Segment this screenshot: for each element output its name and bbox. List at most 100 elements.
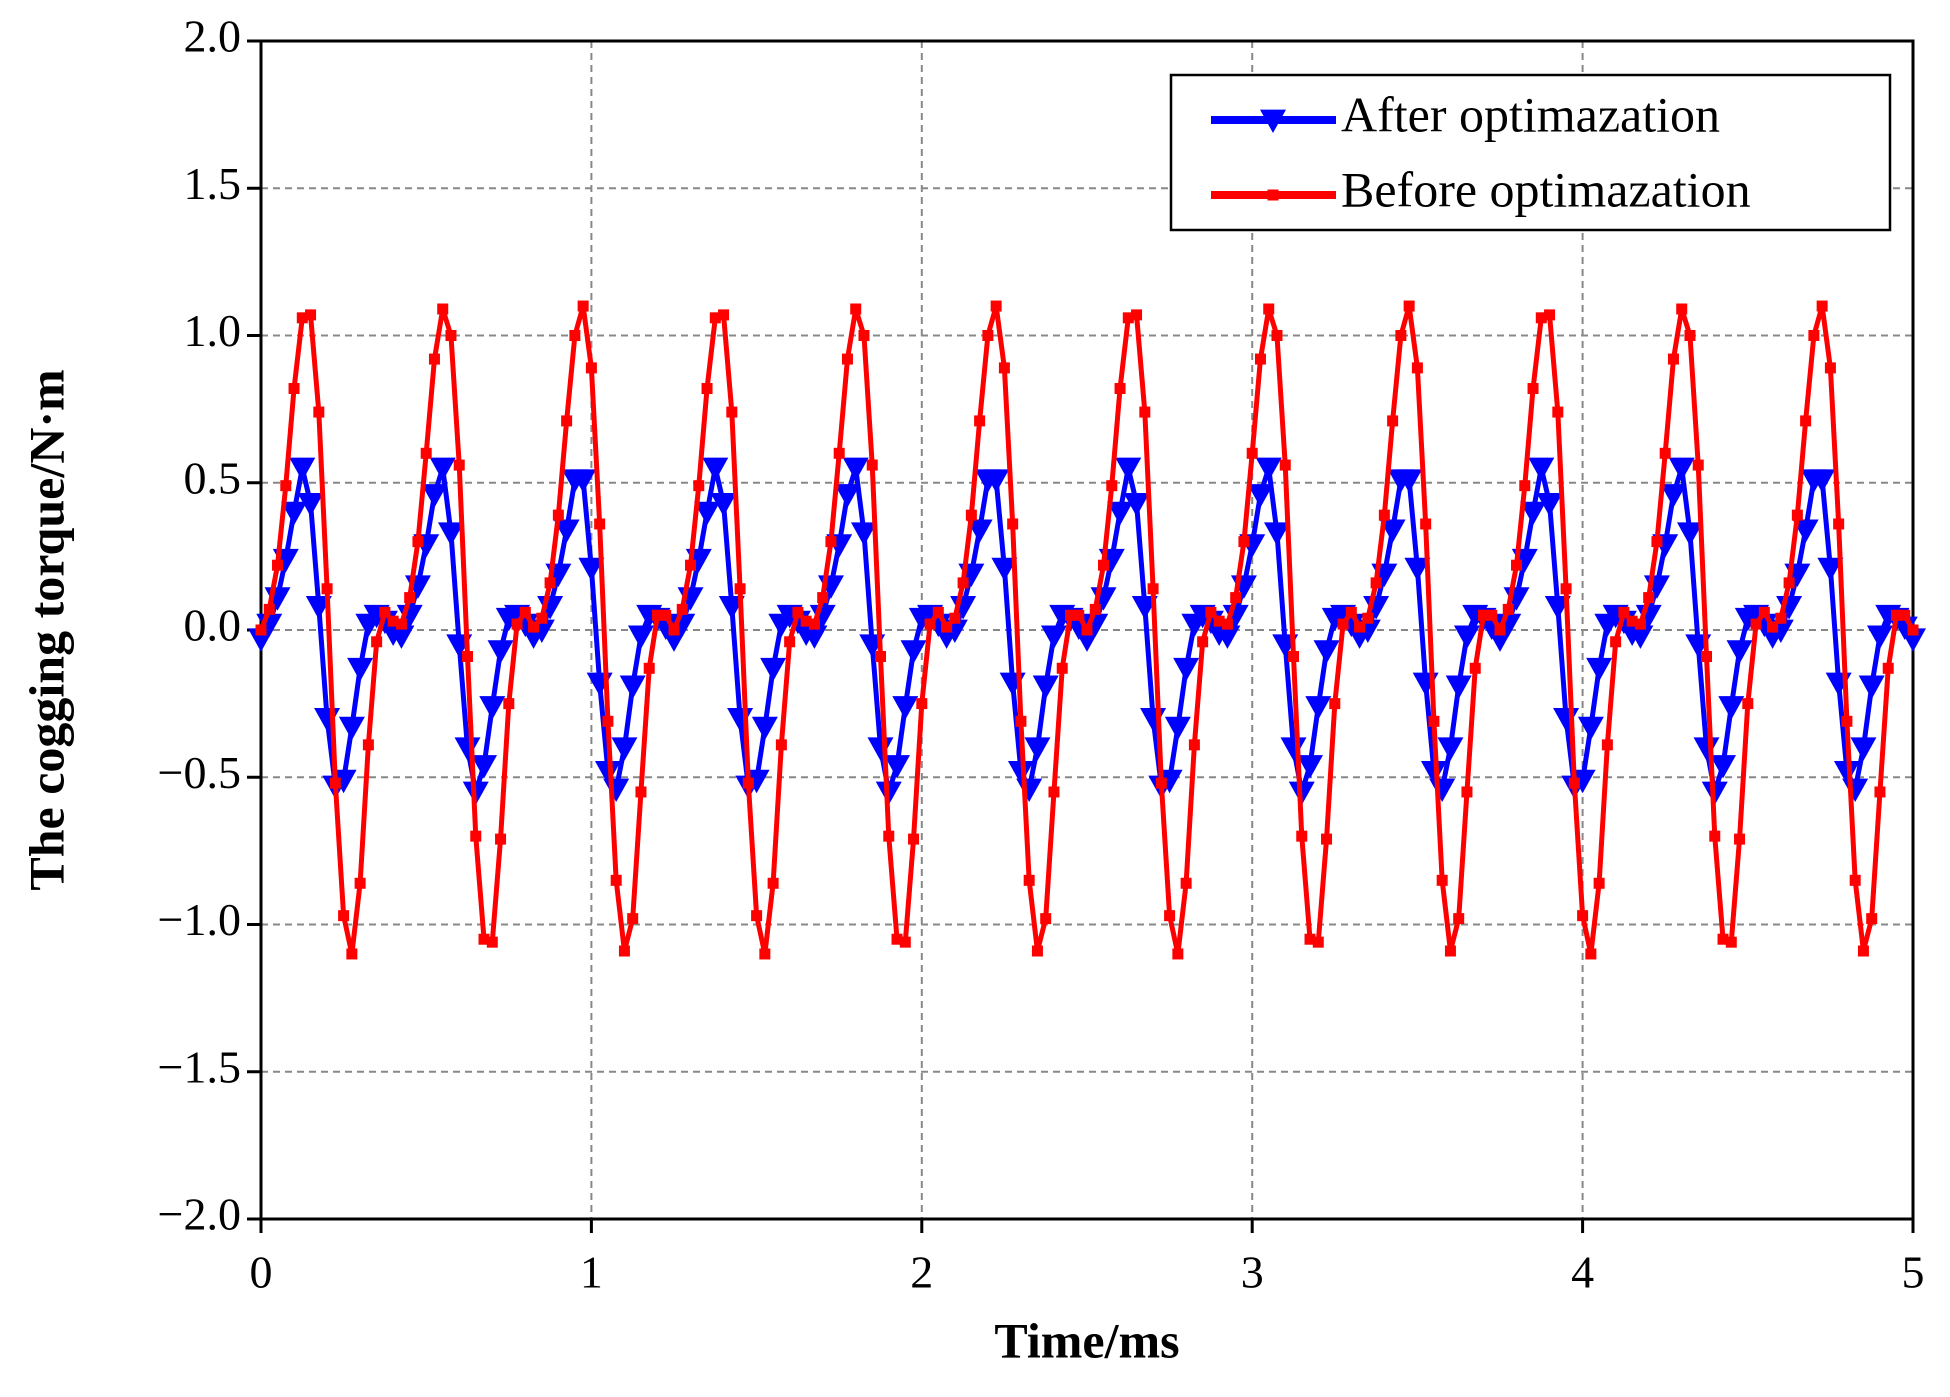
marker: [1379, 519, 1406, 543]
marker: [759, 948, 771, 960]
marker: [1651, 536, 1663, 548]
marker: [1866, 913, 1878, 925]
marker: [1659, 447, 1671, 459]
marker: [602, 715, 614, 727]
marker: [495, 833, 507, 845]
marker: [974, 415, 986, 427]
marker: [1626, 615, 1638, 627]
marker: [1205, 606, 1217, 618]
marker: [1016, 778, 1043, 803]
marker: [760, 657, 787, 682]
marker: [817, 592, 829, 604]
marker: [850, 522, 877, 546]
marker: [1031, 945, 1043, 957]
marker: [1378, 509, 1390, 521]
marker: [875, 651, 886, 663]
marker: [569, 330, 581, 341]
marker: [346, 948, 358, 960]
marker: [1767, 621, 1779, 633]
marker: [594, 518, 606, 530]
marker: [884, 755, 911, 779]
marker: [627, 625, 654, 649]
y-tick-label: −1.0: [158, 894, 241, 945]
legend-label: After optimazation: [1341, 86, 1720, 142]
marker: [1520, 501, 1547, 526]
marker: [660, 609, 672, 621]
marker: [1305, 696, 1332, 720]
marker: [751, 910, 763, 922]
marker: [1660, 484, 1687, 508]
marker: [1477, 609, 1489, 621]
marker: [676, 603, 688, 615]
marker: [1081, 624, 1093, 636]
marker: [1726, 640, 1753, 664]
marker: [354, 877, 366, 889]
marker: [1791, 509, 1803, 521]
marker: [1023, 874, 1035, 886]
marker: [503, 698, 515, 710]
marker: [899, 936, 911, 948]
marker: [305, 309, 317, 321]
marker: [1304, 933, 1316, 945]
marker: [1280, 737, 1307, 761]
marker: [693, 480, 705, 492]
marker: [1692, 459, 1704, 471]
marker: [1107, 501, 1134, 526]
marker: [891, 933, 903, 945]
marker: [1544, 309, 1556, 321]
marker: [1387, 415, 1399, 427]
marker: [603, 778, 630, 803]
marker: [453, 459, 465, 471]
marker: [1370, 577, 1382, 589]
marker: [726, 406, 738, 418]
marker: [1461, 786, 1473, 798]
marker: [1775, 612, 1787, 624]
marker: [1850, 737, 1877, 761]
legend-label: Before optimazation: [1341, 161, 1751, 217]
y-tick-label: 1.0: [184, 305, 242, 356]
marker: [1267, 189, 1279, 201]
marker: [842, 457, 869, 482]
marker: [1106, 480, 1118, 492]
marker: [1693, 737, 1720, 761]
marker: [1718, 696, 1745, 720]
marker: [1792, 519, 1819, 543]
marker: [462, 651, 473, 663]
marker: [709, 312, 721, 324]
marker: [1123, 492, 1150, 517]
marker: [1734, 833, 1746, 845]
marker: [255, 624, 267, 636]
y-axis-title: The cogging torque/N·m: [18, 369, 74, 890]
marker: [800, 615, 812, 627]
marker: [833, 447, 845, 459]
x-tick-label: 0: [250, 1247, 273, 1298]
marker: [1404, 557, 1431, 582]
marker: [1899, 609, 1911, 621]
marker: [1362, 612, 1374, 624]
marker: [1263, 303, 1275, 315]
marker: [487, 640, 514, 664]
marker: [1403, 300, 1415, 312]
x-axis-title: Time/ms: [994, 1312, 1179, 1368]
marker: [908, 833, 920, 845]
marker: [321, 583, 333, 595]
marker: [362, 739, 374, 751]
marker: [1436, 874, 1448, 886]
marker: [1469, 662, 1481, 674]
marker: [570, 469, 597, 493]
marker: [585, 362, 597, 374]
marker: [1553, 707, 1580, 732]
marker: [982, 330, 994, 341]
marker: [701, 383, 713, 395]
marker: [1601, 739, 1613, 751]
marker: [1015, 715, 1027, 727]
marker: [1024, 737, 1051, 761]
marker: [329, 777, 341, 789]
marker: [767, 877, 779, 889]
marker: [825, 536, 837, 548]
marker: [1676, 522, 1703, 546]
marker: [404, 592, 416, 604]
marker: [643, 662, 655, 674]
marker: [1842, 778, 1869, 803]
